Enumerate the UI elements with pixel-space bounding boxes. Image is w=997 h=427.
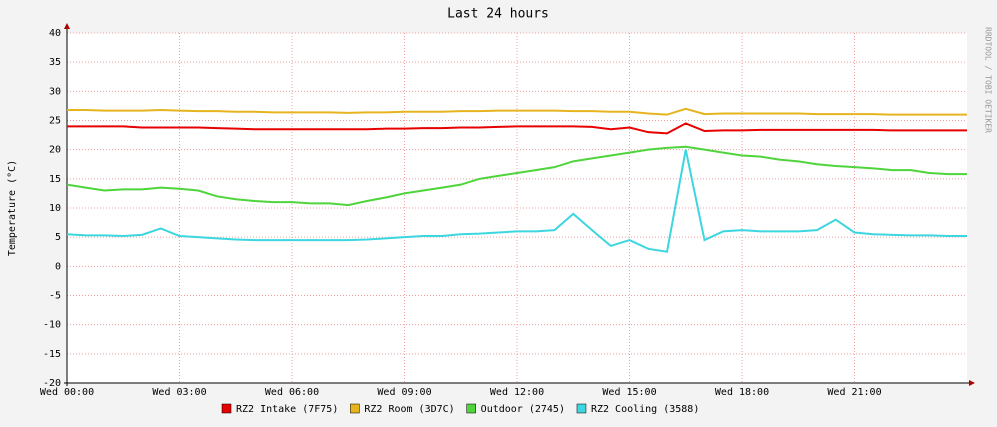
legend-label: RZ2 Room (3D7C) (364, 404, 454, 415)
legend-swatch (350, 403, 360, 414)
x-tick-label: Wed 15:00 (602, 387, 656, 398)
x-tick-label: Wed 12:00 (490, 387, 544, 398)
axis-arrow (969, 380, 975, 386)
x-tick-label: Wed 21:00 (827, 387, 881, 398)
series-line (66, 149, 967, 253)
x-tick-label: Wed 03:00 (152, 387, 206, 398)
chart-title: Last 24 hours (447, 7, 549, 22)
y-tick-label: 40 (49, 28, 61, 39)
y-tick-label: 5 (55, 232, 61, 243)
x-tick-label: Wed 00:00 (40, 387, 94, 398)
y-tick-label: 20 (49, 145, 61, 156)
x-tick-label: Wed 09:00 (377, 387, 431, 398)
axis-arrow (64, 23, 70, 29)
legend-label: RZ2 Cooling (3588) (591, 404, 699, 415)
y-tick-label: 25 (49, 116, 61, 127)
legend-swatch (221, 403, 232, 414)
x-tick-label: Wed 06:00 (265, 387, 319, 398)
series-line (67, 122, 967, 135)
legend-label: RZ2 Intake (7F75) (236, 404, 338, 415)
series-line (66, 145, 967, 207)
y-tick-label: 0 (55, 261, 61, 272)
series-line (67, 107, 967, 116)
y-tick-label: -5 (49, 291, 61, 302)
y-tick-label: 15 (49, 174, 61, 185)
y-tick-label: -15 (43, 349, 61, 360)
y-tick-label: 35 (49, 57, 61, 68)
legend-swatch (576, 403, 587, 414)
watermark: RRDTOOL / TOBI OETIKER (984, 27, 993, 133)
y-tick-label: 30 (49, 86, 61, 97)
y-tick-label: -10 (43, 320, 61, 331)
y-axis-label: Temperature (°C) (7, 160, 18, 256)
y-tick-label: -20 (43, 378, 61, 389)
legend-swatch (466, 403, 476, 414)
y-tick-label: 10 (49, 203, 61, 214)
x-tick-label: Wed 18:00 (715, 387, 769, 398)
legend-label: Outdoor (2745) (481, 404, 565, 415)
